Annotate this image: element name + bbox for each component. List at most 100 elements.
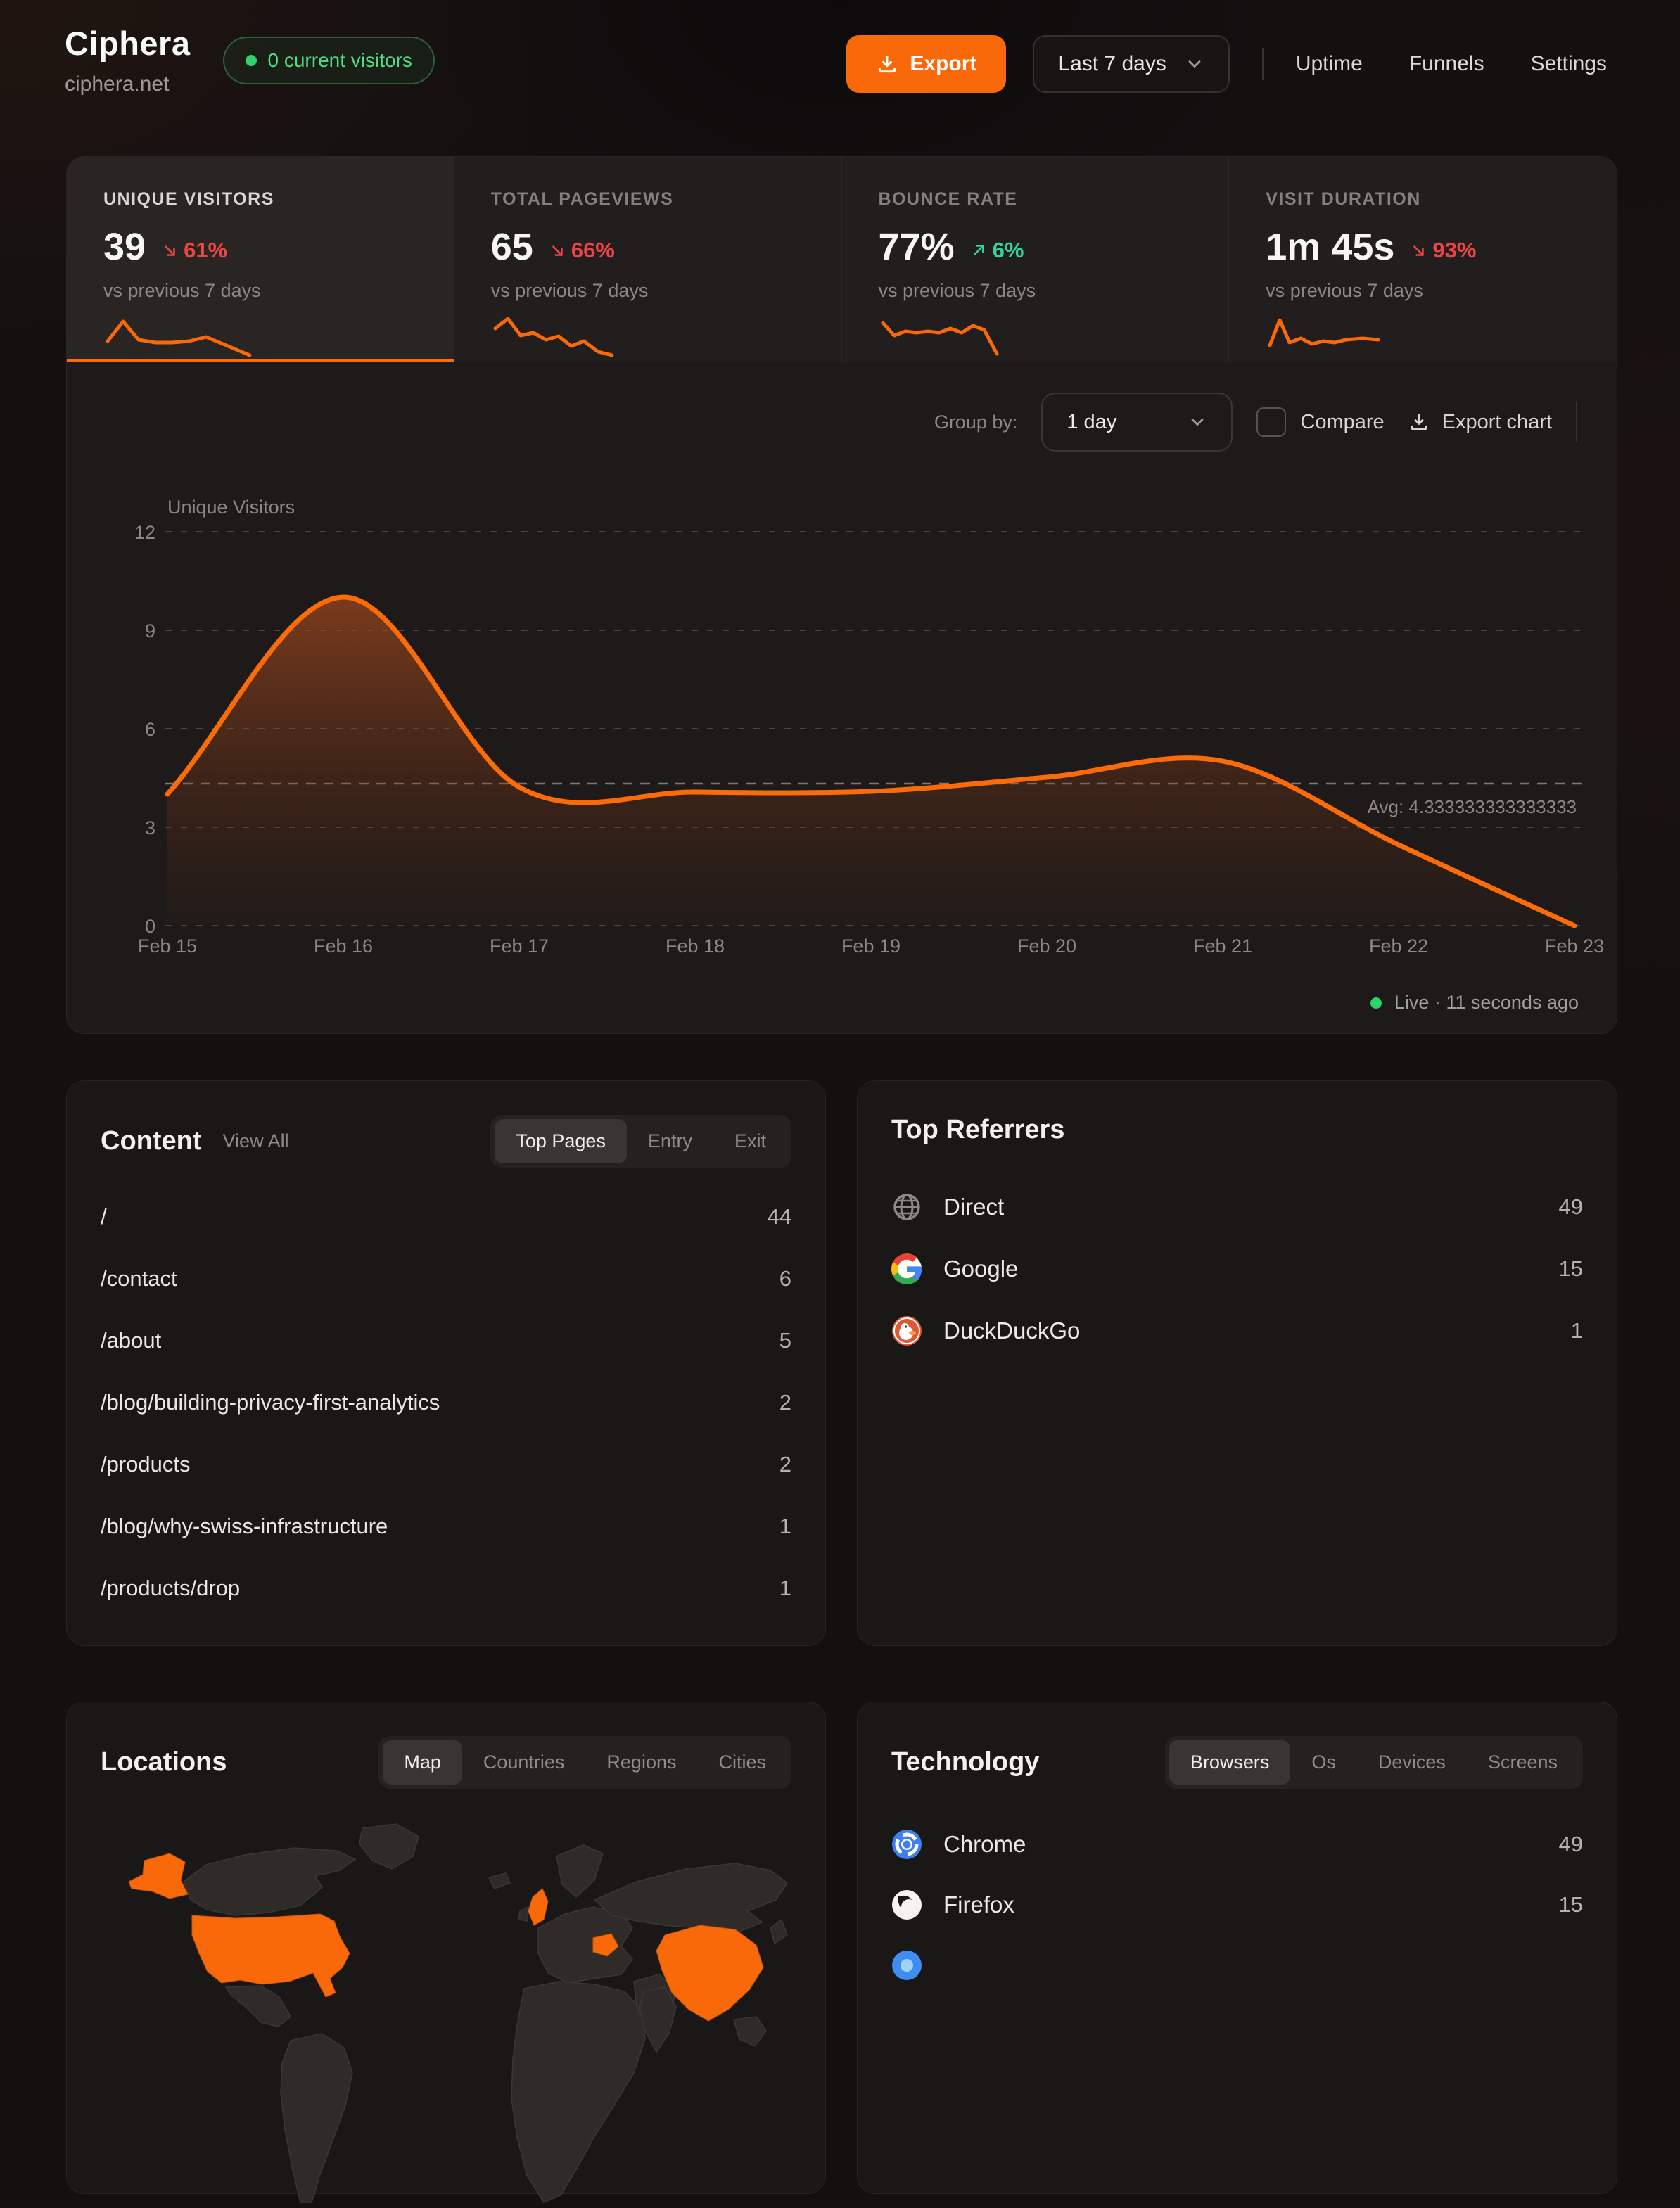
- unique-visitors-chart[interactable]: Unique Visitors 12 9 6 3 0: [67, 362, 1617, 1034]
- tab-devices[interactable]: Devices: [1377, 1751, 1446, 1773]
- stat-delta: 61%: [161, 238, 227, 263]
- stat-label: TOTAL PAGEVIEWS: [490, 189, 674, 209]
- browser-icon-partial: [892, 1951, 922, 1980]
- svg-text:9: 9: [145, 620, 155, 642]
- list-item[interactable]: Direct 49: [891, 1176, 1583, 1238]
- controls-divider: [1576, 402, 1577, 442]
- locations-card: Locations Map Countries Regions Cities: [66, 1702, 826, 2203]
- list-item[interactable]: Firefox 15: [891, 1875, 1583, 1935]
- svg-text:6: 6: [145, 719, 155, 740]
- chevron-down-icon: [1188, 60, 1201, 68]
- stat-card-unique-visitors[interactable]: UNIQUE VISITORS 39 61% vs previous 7 day…: [67, 157, 454, 363]
- technology-rows: Chrome 49 Firefox 15: [891, 1814, 1583, 1996]
- compare-label: Compare: [1300, 410, 1385, 433]
- date-range-value: Last 7 days: [1058, 52, 1166, 75]
- map-region-alaska[interactable]: [128, 1853, 189, 1899]
- svg-text:Feb 19: Feb 19: [841, 936, 901, 957]
- nav-link-settings[interactable]: Settings: [1530, 52, 1607, 75]
- arrow-down-right-icon: [165, 245, 175, 256]
- chevron-down-icon: [1191, 419, 1204, 426]
- arrow-up-right-icon: [973, 245, 984, 255]
- stat-card-visit-duration[interactable]: VISIT DURATION 1m 45s 93% vs previous 7 …: [1229, 157, 1617, 363]
- stat-delta: 93%: [1410, 238, 1476, 263]
- sparkline-visit-duration: [1268, 318, 1380, 347]
- stats-row: UNIQUE VISITORS 39 61% vs previous 7 day…: [67, 157, 1617, 363]
- svg-text:12: 12: [134, 522, 155, 543]
- live-dot-icon: [1370, 997, 1382, 1009]
- current-visitors-label: 0 current visitors: [267, 49, 412, 71]
- content-card: Content View All Top Pages Entry Exit / …: [66, 1080, 826, 1646]
- tab-os[interactable]: Os: [1311, 1751, 1336, 1773]
- duckduckgo-icon: [892, 1316, 922, 1346]
- stat-delta: 66%: [549, 238, 615, 263]
- tab-cities[interactable]: Cities: [718, 1751, 766, 1773]
- tab-top-pages[interactable]: Top Pages: [495, 1119, 627, 1163]
- download-icon: [1411, 414, 1427, 430]
- chart-area-fill: [167, 596, 1574, 926]
- group-by-select[interactable]: 1 day: [1041, 393, 1233, 452]
- top-referrers-card: Top Referrers Direct 49 Google 15: [857, 1080, 1617, 1646]
- view-all-link[interactable]: View All: [222, 1130, 289, 1151]
- map-region-united-kingdom[interactable]: [528, 1888, 549, 1926]
- list-item-partial[interactable]: [891, 1935, 1583, 1996]
- sparkline-bounce-rate: [881, 321, 998, 356]
- table-row[interactable]: /contact 6: [101, 1266, 791, 1291]
- chart-y-axis: 12 9 6 3 0: [134, 522, 155, 937]
- chart-line: [165, 594, 1577, 928]
- list-item[interactable]: Chrome 49: [891, 1814, 1583, 1875]
- table-row[interactable]: /about 5: [101, 1328, 791, 1353]
- group-by-value: 1 day: [1067, 410, 1117, 433]
- svg-text:0: 0: [145, 916, 155, 937]
- tab-regions[interactable]: Regions: [606, 1751, 677, 1773]
- tab-exit[interactable]: Exit: [734, 1130, 766, 1151]
- content-tabs: Top Pages Entry Exit: [490, 1115, 791, 1168]
- table-row[interactable]: /blog/why-swiss-infrastructure 1: [101, 1514, 791, 1538]
- table-row[interactable]: / 44: [101, 1204, 791, 1229]
- tab-entry[interactable]: Entry: [647, 1130, 692, 1151]
- nav-link-funnels[interactable]: Funnels: [1408, 52, 1484, 75]
- tab-browsers[interactable]: Browsers: [1169, 1740, 1291, 1785]
- stat-compare-label: vs previous 7 days: [103, 280, 261, 301]
- map-region-united-states[interactable]: [191, 1913, 350, 1998]
- header-left: Ciphera ciphera.net 0 current visitors: [65, 24, 435, 96]
- live-status-label: Live · 11 seconds ago: [1394, 992, 1579, 1013]
- firefox-icon: [892, 1890, 922, 1920]
- chart-average-label: Avg: 4.333333333333333: [1368, 796, 1577, 817]
- arrow-down-right-icon: [552, 245, 563, 256]
- svg-text:Feb 23: Feb 23: [1545, 936, 1604, 957]
- stat-compare-label: vs previous 7 days: [878, 280, 1036, 301]
- tab-map[interactable]: Map: [383, 1740, 462, 1785]
- group-by-label: Group by:: [934, 411, 1018, 433]
- tab-screens[interactable]: Screens: [1487, 1751, 1558, 1773]
- compare-checkbox[interactable]: [1256, 407, 1287, 437]
- map-region-romania[interactable]: [592, 1933, 619, 1957]
- locations-tabs: Map Countries Regions Cities: [378, 1736, 791, 1789]
- sparkline-total-pageviews: [493, 317, 614, 357]
- date-range-select[interactable]: Last 7 days: [1033, 35, 1230, 93]
- table-row[interactable]: /products 2: [101, 1452, 791, 1476]
- stat-value: 39: [103, 226, 146, 268]
- export-chart-button[interactable]: Export chart: [1408, 411, 1552, 434]
- nav-link-uptime[interactable]: Uptime: [1295, 52, 1363, 75]
- world-map[interactable]: [101, 1814, 793, 2208]
- svg-text:Feb 22: Feb 22: [1369, 936, 1428, 957]
- list-item[interactable]: DuckDuckGo 1: [891, 1300, 1583, 1362]
- site-domain: ciphera.net: [65, 72, 170, 96]
- stat-card-bounce-rate[interactable]: BOUNCE RATE 77% 6% vs previous 7 days: [842, 157, 1230, 363]
- list-item[interactable]: Google 15: [891, 1238, 1583, 1300]
- stat-card-total-pageviews[interactable]: TOTAL PAGEVIEWS 65 66% vs previous 7 day…: [454, 157, 842, 363]
- tab-countries[interactable]: Countries: [483, 1751, 565, 1773]
- arrow-down-right-icon: [1413, 245, 1425, 256]
- table-row[interactable]: /products/drop 1: [101, 1576, 791, 1600]
- live-dot-icon: [245, 55, 257, 66]
- download-icon: [879, 55, 896, 73]
- stat-label: UNIQUE VISITORS: [103, 189, 274, 209]
- live-status: Live · 11 seconds ago: [1370, 992, 1579, 1014]
- export-button[interactable]: Export: [846, 35, 1007, 93]
- stat-label: VISIT DURATION: [1266, 189, 1421, 209]
- stat-value: 77%: [878, 226, 955, 268]
- table-row[interactable]: /blog/building-privacy-first-analytics 2: [101, 1390, 791, 1415]
- compare-toggle[interactable]: Compare: [1256, 407, 1385, 437]
- header-nav: Uptime Funnels Settings: [1296, 52, 1607, 76]
- export-chart-label: Export chart: [1442, 410, 1552, 433]
